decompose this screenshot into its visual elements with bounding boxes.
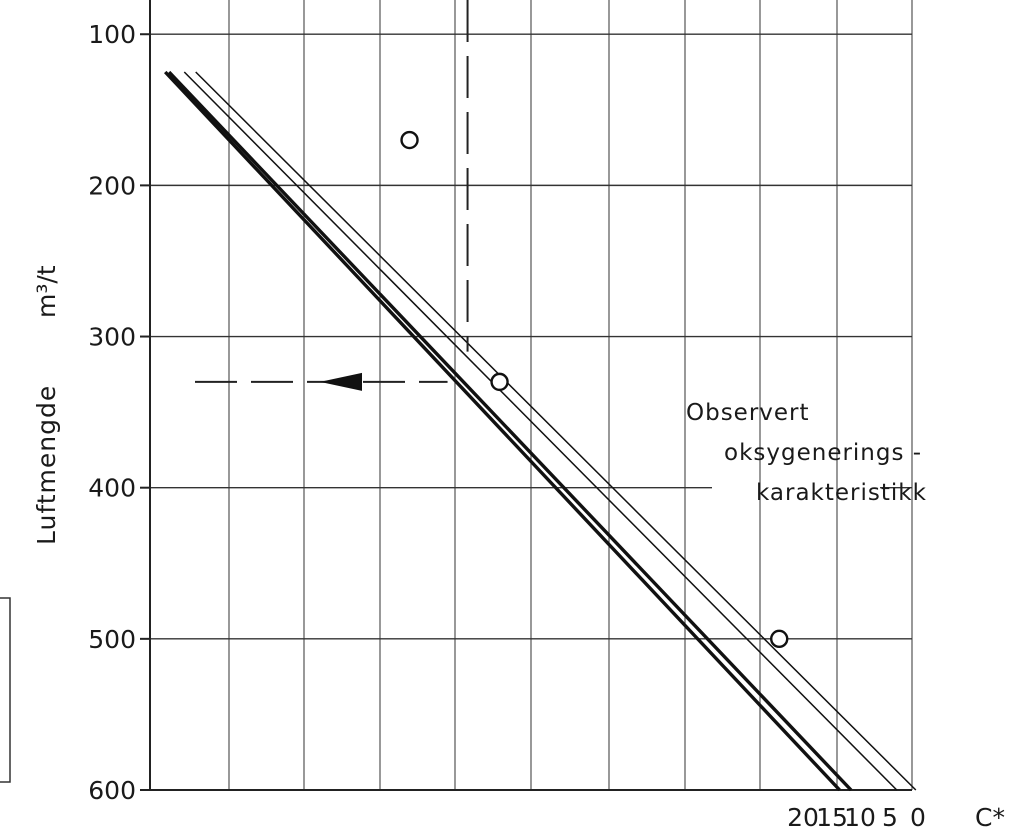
y-tick-label: 400 [88, 474, 136, 503]
bottom-axis-unit: C* [975, 803, 1005, 832]
bottom-axis-label: 0 [910, 803, 926, 832]
y-tick-label: 100 [88, 20, 136, 49]
series-layer [164, 70, 917, 792]
bottom-axis-label: 15 [816, 803, 848, 832]
annotation-line-2: oksygenerings - [724, 440, 922, 466]
y-axis-unit: m³/t [32, 265, 61, 318]
bottom-axis-label: 20 [787, 803, 819, 832]
observation-marker [490, 372, 509, 392]
markers-layer [400, 130, 789, 649]
bottom-axis-label: 10 [844, 803, 876, 832]
annotation-line-3: karakteristikk [756, 480, 927, 506]
observation-marker [400, 130, 419, 150]
y-tick-label: 500 [88, 625, 136, 654]
series-line [164, 70, 841, 792]
y-axis-title: Luftmengde [32, 385, 61, 545]
series-line [195, 71, 917, 791]
annotation: Observert oksygenerings - karakteristikk [686, 400, 927, 506]
left-edge-box [0, 597, 11, 783]
bottom-axis-label: 5 [882, 803, 898, 832]
guides-layer [195, 0, 469, 391]
y-tick-label: 300 [88, 323, 136, 352]
guide-arrowhead [320, 372, 362, 391]
annotation-line-1: Observert [686, 400, 810, 426]
y-tick-label: 600 [88, 776, 136, 805]
y-tick-label: 200 [88, 171, 136, 200]
series-line [167, 70, 853, 792]
series-line [183, 71, 898, 791]
observation-marker [770, 629, 789, 649]
